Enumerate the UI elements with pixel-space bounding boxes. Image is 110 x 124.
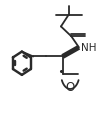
Text: O: O xyxy=(66,81,75,94)
Text: NH: NH xyxy=(81,43,96,53)
